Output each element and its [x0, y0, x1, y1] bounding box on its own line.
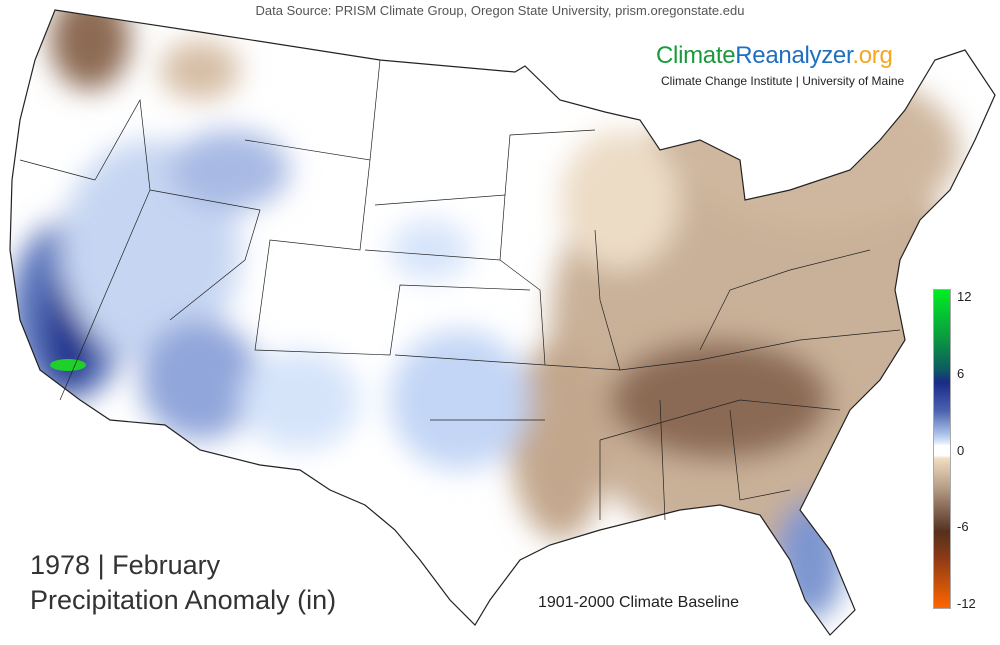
logo-subtitle: Climate Change Institute | University of…: [661, 74, 905, 88]
data-source: Data Source: PRISM Climate Group, Oregon…: [255, 3, 745, 18]
wet-extreme-area: [50, 359, 86, 371]
map-title-period: 1978 | February: [30, 550, 221, 580]
logo-part1: Climate: [656, 42, 736, 69]
colorbar-tick: -12: [957, 596, 976, 611]
colorbar-tick: 6: [957, 366, 965, 381]
logo-part3: .org: [852, 42, 893, 69]
colorbar-tick: 12: [957, 289, 972, 304]
logo-part2: Reanalyzer: [735, 42, 853, 69]
logo[interactable]: ClimateReanalyzer.org: [656, 42, 893, 70]
map-title-variable: Precipitation Anomaly (in): [30, 585, 337, 615]
colorbar-tick: 0: [957, 443, 965, 458]
colorbar-tick: -6: [957, 519, 969, 534]
baseline-label: 1901-2000 Climate Baseline: [538, 594, 740, 611]
colorbar: [933, 289, 951, 609]
